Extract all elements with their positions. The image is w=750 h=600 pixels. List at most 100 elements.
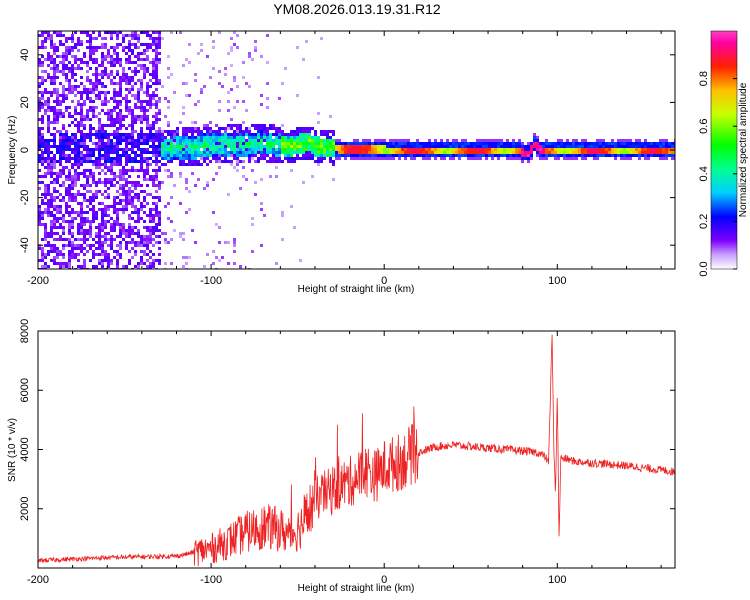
spectrogram-cell (194, 148, 197, 151)
spectrogram-cell (44, 226, 47, 229)
spectrogram-cell (77, 202, 80, 205)
spectrogram-cell (101, 202, 104, 205)
spectrogram-cell (134, 34, 137, 37)
spectrogram-cell (38, 154, 41, 157)
spectrogram-cell (659, 157, 662, 160)
spectrogram-cell (347, 154, 350, 157)
spectrogram-cell (200, 130, 203, 133)
spectrogram-cell (671, 142, 674, 145)
spectrogram-cell (47, 91, 50, 94)
spectrogram-cell (116, 217, 119, 220)
spectrogram-cell (152, 31, 155, 34)
spectrogram-cell (179, 172, 182, 175)
spectrogram-cell (491, 148, 494, 151)
spectrogram-cell (236, 130, 239, 133)
spectrogram-cell (92, 208, 95, 211)
spectrogram-cell (260, 202, 263, 205)
spectrogram-cell (122, 166, 125, 169)
spectrogram-cell (230, 145, 233, 148)
spectrogram-cell (182, 157, 185, 160)
spectrogram-cell (269, 175, 272, 178)
spectrogram-cell (452, 142, 455, 145)
spectrogram-cell (71, 49, 74, 52)
spectrogram-cell (629, 142, 632, 145)
spectrogram-cell (155, 196, 158, 199)
spectrogram-cell (227, 127, 230, 130)
spectrogram-cell (104, 85, 107, 88)
spectrogram-cell (422, 145, 425, 148)
spectrogram-cell (608, 151, 611, 154)
spectrogram-cell (101, 46, 104, 49)
spectrogram-cell (59, 61, 62, 64)
spectrogram-cell (347, 142, 350, 145)
spectrogram-cell (125, 154, 128, 157)
spectrogram-cell (530, 142, 533, 145)
spectrogram-cell (191, 151, 194, 154)
spectrogram-cell (50, 40, 53, 43)
spectrogram-cell (329, 136, 332, 139)
spectrogram-cell (251, 145, 254, 148)
spectrogram-cell (92, 199, 95, 202)
spectrogram-cell (188, 208, 191, 211)
spectrogram-cell (188, 190, 191, 193)
spectrogram-cell (38, 211, 41, 214)
spectrogram-cell (86, 229, 89, 232)
spectrogram-cell (149, 124, 152, 127)
spectrogram-cell (281, 136, 284, 139)
spectrogram-cell (488, 151, 491, 154)
spectrogram-cell (335, 142, 338, 145)
spectrogram-cell (107, 166, 110, 169)
spectrogram-cell (68, 52, 71, 55)
spectrogram-cell (245, 154, 248, 157)
spectrogram-cell (98, 157, 101, 160)
spectrogram-cell (356, 154, 359, 157)
spectrogram-cell (503, 154, 506, 157)
spectrogram-cell (500, 139, 503, 142)
spectrogram-cell (536, 154, 539, 157)
spectrogram-cell (332, 148, 335, 151)
spectrogram-cell (38, 223, 41, 226)
spectrogram-cell (326, 145, 329, 148)
spectrogram-cell (365, 151, 368, 154)
spectrogram-cell (158, 127, 161, 130)
spectrogram-cell (65, 178, 68, 181)
spectrogram-cell (191, 136, 194, 139)
spectrogram-cell (59, 142, 62, 145)
spectrogram-cell (95, 94, 98, 97)
spectrogram-cell (140, 133, 143, 136)
spectrogram-cell (116, 130, 119, 133)
spectrogram-cell (107, 262, 110, 265)
spectrogram-cell (62, 214, 65, 217)
spectrogram-cell (269, 124, 272, 127)
spectrogram-cell (113, 118, 116, 121)
spectrogram-cell (41, 133, 44, 136)
spectrogram-cell (323, 142, 326, 145)
spectrogram-cell (80, 232, 83, 235)
spectrogram-cell (194, 145, 197, 148)
spectrogram-cell (389, 157, 392, 160)
spectrogram-cell (56, 70, 59, 73)
spectrogram-cell (545, 142, 548, 145)
spectrogram-cell (362, 157, 365, 160)
spectrogram-cell (383, 151, 386, 154)
spectrogram-cell (74, 67, 77, 70)
spectrogram-cell (311, 139, 314, 142)
spectrogram-y-tick-label: -20 (19, 190, 31, 206)
spectrogram-cell (152, 253, 155, 256)
spectrogram-cell (260, 55, 263, 58)
spectrogram-cell (149, 85, 152, 88)
spectrogram-cell (194, 184, 197, 187)
spectrogram-cell (116, 46, 119, 49)
spectrogram-cell (155, 76, 158, 79)
spectrogram-cell (119, 88, 122, 91)
spectrogram-cell (392, 145, 395, 148)
spectrogram-cell (248, 139, 251, 142)
spectrogram-cell (248, 85, 251, 88)
spectrogram-cell (56, 31, 59, 34)
spectrogram-cell (89, 199, 92, 202)
spectrogram-cell (119, 103, 122, 106)
spectrogram-cell (671, 145, 674, 148)
spectrogram-cell (503, 151, 506, 154)
spectrogram-cell (158, 223, 161, 226)
spectrogram-cell (245, 127, 248, 130)
